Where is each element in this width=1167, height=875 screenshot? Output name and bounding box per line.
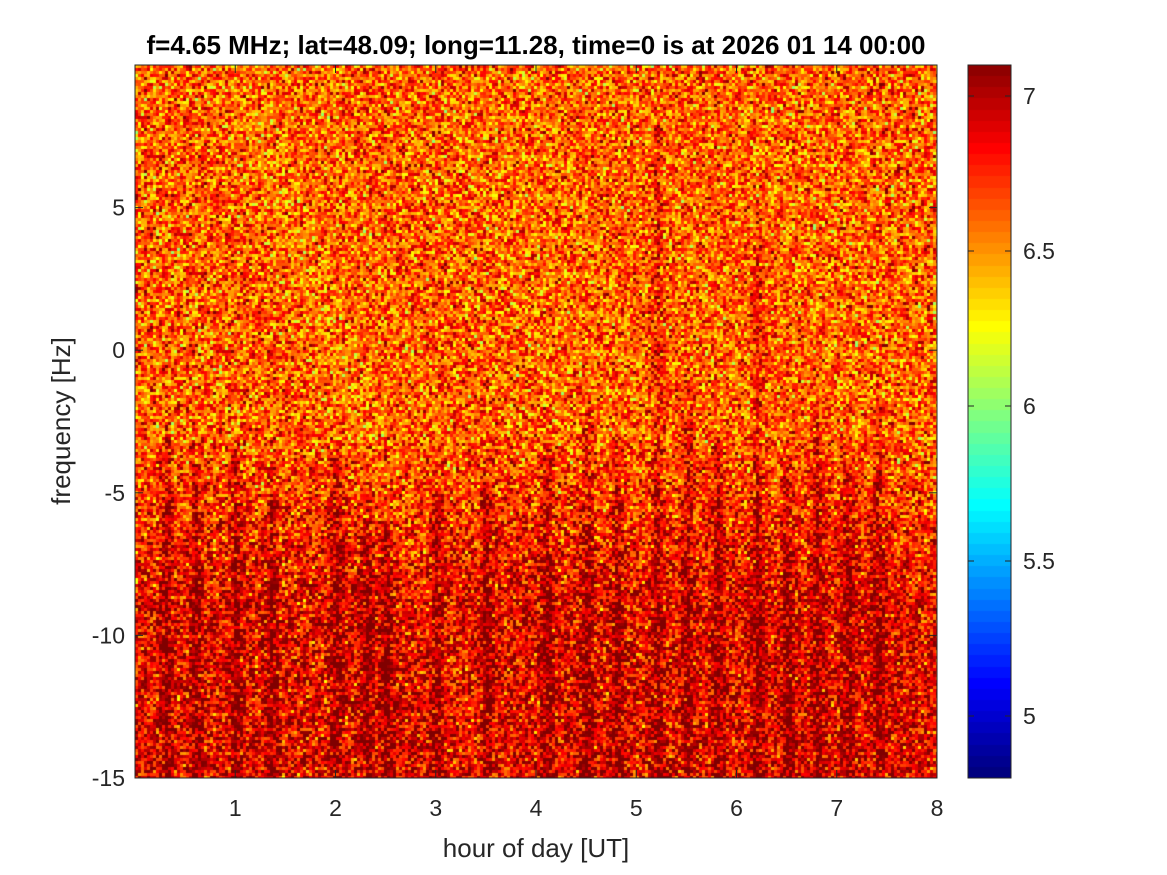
- colorbar-tick-label: 6: [1023, 393, 1036, 419]
- y-tick-label: -10: [92, 622, 125, 648]
- colorbar: 7 6.5 6 5.5 5: [967, 64, 1055, 779]
- x-axis-label: hour of day [UT]: [443, 833, 629, 863]
- chart-title: f=4.65 MHz; lat=48.09; long=11.28, time=…: [146, 30, 925, 60]
- y-tick-label: -15: [92, 765, 125, 791]
- colorbar-tick-label: 7: [1023, 83, 1036, 109]
- colorbar-image-container: [968, 65, 1011, 778]
- plot-area: [134, 64, 938, 779]
- x-tick-label: 4: [530, 795, 543, 821]
- spectrogram-heatmap: [135, 65, 937, 778]
- x-tick-label: 1: [229, 795, 242, 821]
- x-tick-label: 8: [931, 795, 944, 821]
- heatmap-image-container: [135, 65, 937, 778]
- colorbar-ticks: 7 6.5 6 5.5 5: [968, 83, 1055, 729]
- colorbar-tick-label: 5.5: [1023, 548, 1055, 574]
- y-tick-label: 0: [112, 337, 125, 363]
- colorbar-tick-label: 6.5: [1023, 238, 1055, 264]
- x-axis: 1 2 3 4 5 6 7 8: [229, 65, 944, 821]
- y-tick-label: 5: [112, 195, 125, 221]
- colorbar-frame: [967, 64, 1012, 779]
- x-tick-label: 5: [630, 795, 643, 821]
- y-tick-label: -5: [105, 480, 125, 506]
- colorbar-tick-label: 5: [1023, 703, 1036, 729]
- colorbar-gradient: [968, 65, 1011, 778]
- y-axis: 5 0 -5 -10 -15: [92, 195, 937, 791]
- x-tick-label: 7: [830, 795, 843, 821]
- x-tick-label: 2: [329, 795, 342, 821]
- x-tick-label: 3: [429, 795, 442, 821]
- y-axis-label: frequency [Hz]: [46, 337, 76, 505]
- x-tick-label: 6: [730, 795, 743, 821]
